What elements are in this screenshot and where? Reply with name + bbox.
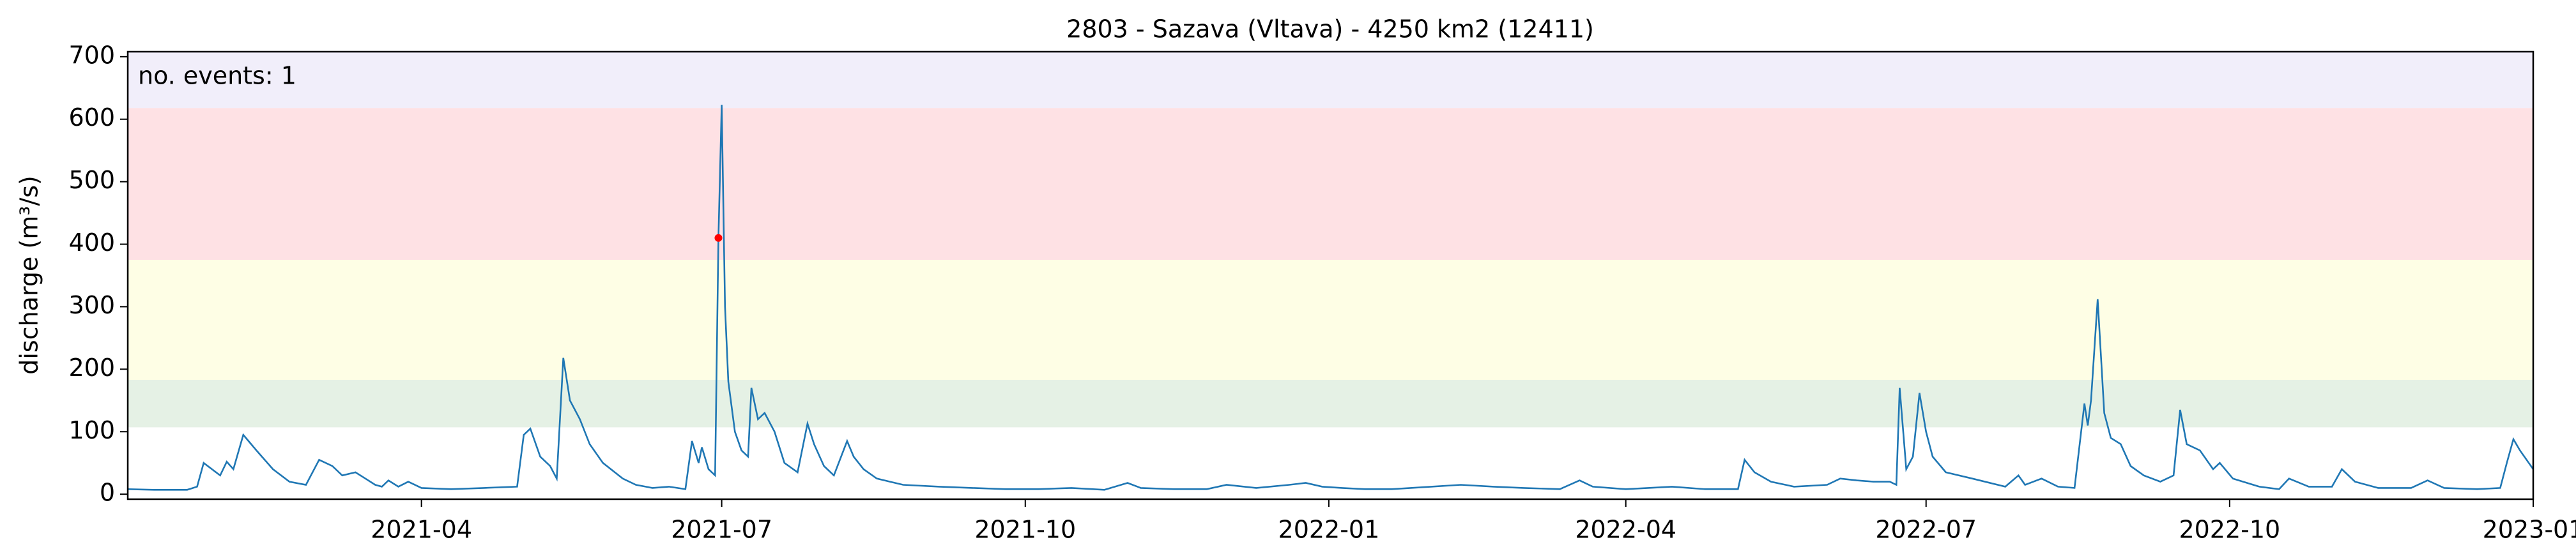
x-tick-label: 2021-04	[371, 516, 472, 544]
y-tick-label: 300	[68, 291, 115, 319]
threshold-band	[128, 52, 2533, 109]
y-axis-label: discharge (m³/s)	[15, 176, 43, 375]
y-tick-label: 700	[68, 41, 115, 69]
x-tick-label: 2022-07	[1875, 516, 1977, 544]
threshold-band	[128, 380, 2533, 428]
y-tick-label: 100	[68, 416, 115, 444]
y-tick-label: 600	[68, 103, 115, 131]
y-tick-label: 500	[68, 166, 115, 194]
chart-title: 2803 - Sazava (Vltava) - 4250 km2 (12411…	[1066, 15, 1594, 43]
x-tick-label: 2022-01	[1278, 516, 1380, 544]
y-tick-label: 0	[100, 479, 115, 507]
threshold-band	[128, 260, 2533, 380]
y-tick-label: 400	[68, 229, 115, 257]
x-tick-label: 2021-07	[671, 516, 772, 544]
plot-frame	[126, 50, 2534, 500]
x-tick-label: 2021-10	[974, 516, 1076, 544]
threshold-band	[128, 108, 2533, 260]
x-tick-label: 2022-04	[1575, 516, 1676, 544]
discharge-line	[127, 105, 2534, 491]
event-count: no. events: 1	[138, 62, 296, 90]
y-tick-label: 200	[68, 354, 115, 382]
x-tick-label: 2023-01	[2483, 516, 2576, 544]
event-point	[714, 234, 723, 242]
x-tick-label: 2022-10	[2179, 516, 2280, 544]
